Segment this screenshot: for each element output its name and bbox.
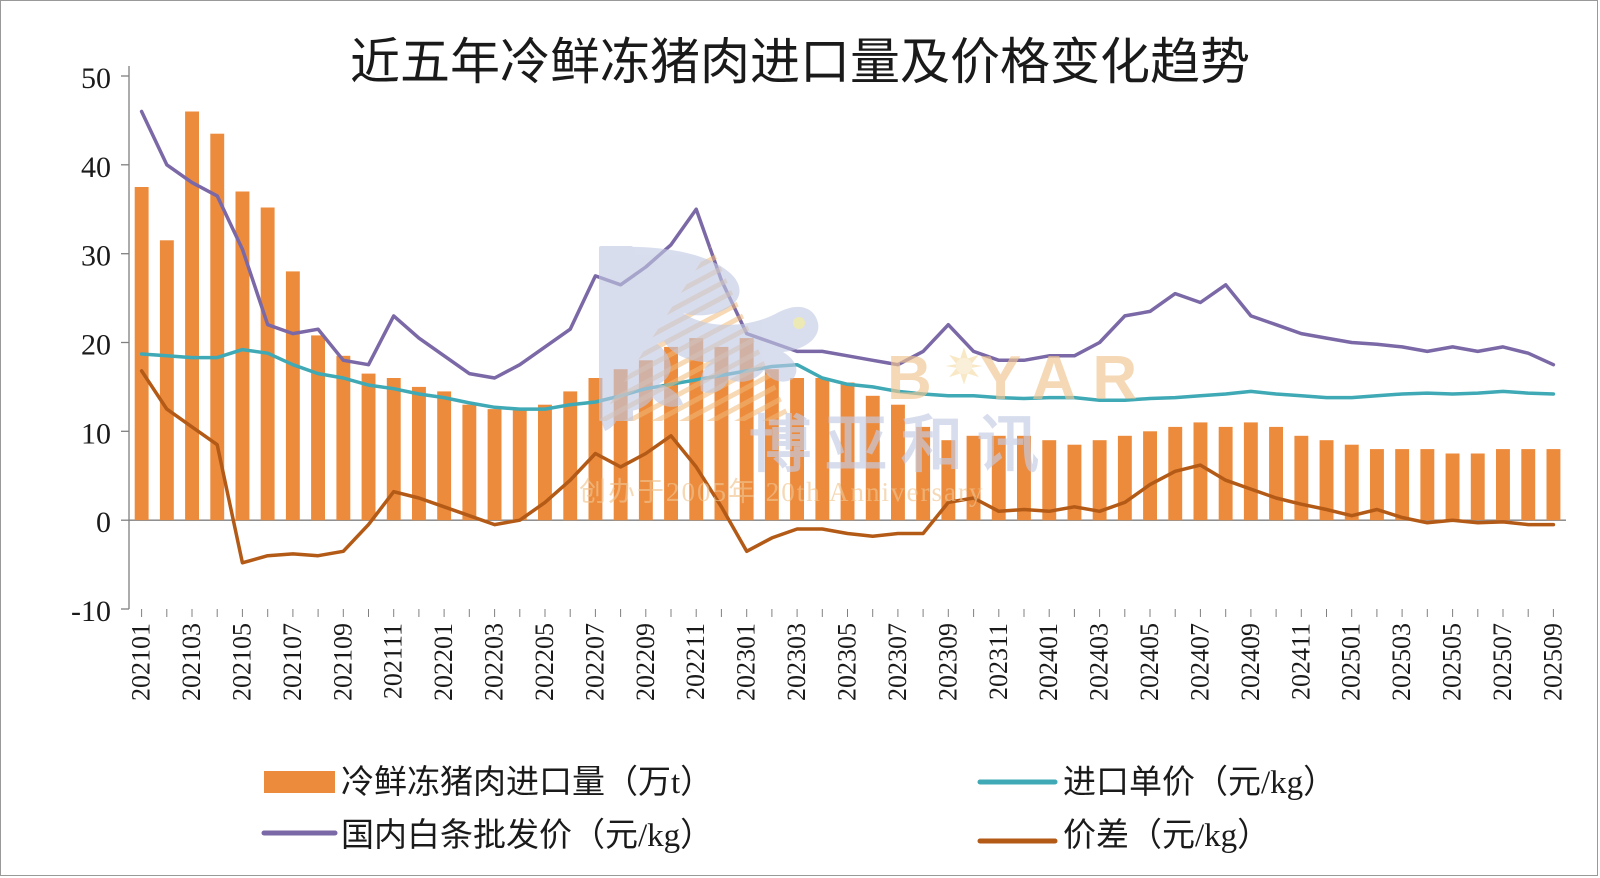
svg-text:冷鲜冻猪肉进口量（万t）: 冷鲜冻猪肉进口量（万t） — [341, 764, 713, 801]
svg-text:国内白条批发价（元/kg）: 国内白条批发价（元/kg） — [341, 817, 713, 854]
svg-text:价差（元/kg）: 价差（元/kg） — [1063, 817, 1270, 854]
svg-text:进口单价（元/kg）: 进口单价（元/kg） — [1063, 765, 1336, 801]
